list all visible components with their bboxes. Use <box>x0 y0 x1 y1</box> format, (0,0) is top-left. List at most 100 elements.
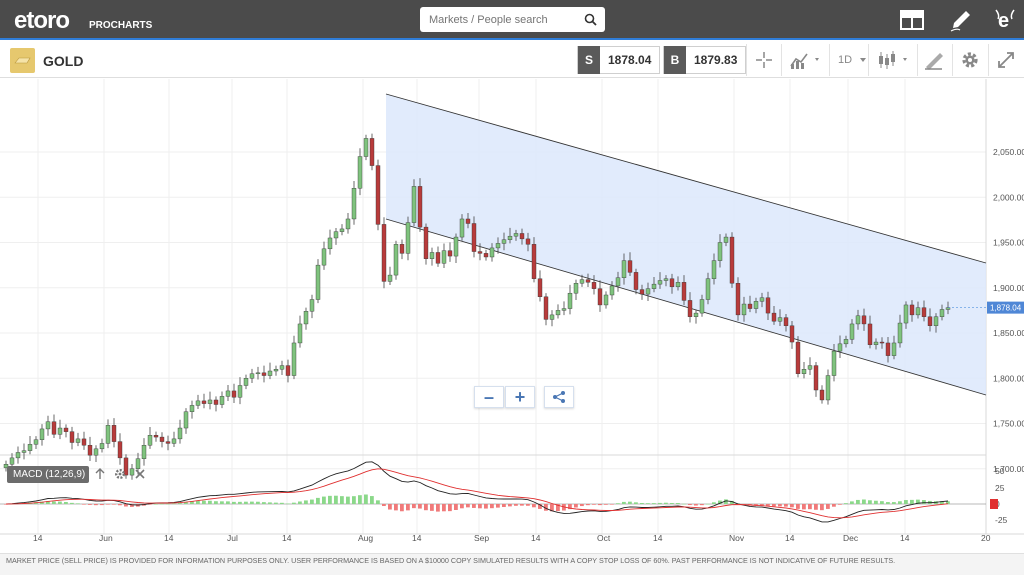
macd-histogram-bar <box>688 504 692 506</box>
candle-body <box>627 260 633 273</box>
candle-body <box>519 233 525 240</box>
footer: MARKET PRICE (SELL PRICE) IS PROVIDED FO… <box>0 553 1024 575</box>
zoom-out-button[interactable]: – <box>474 386 504 408</box>
search-icon[interactable] <box>584 13 597 26</box>
candle-body <box>231 390 237 398</box>
macd-histogram-bar <box>802 504 806 510</box>
macd-histogram-bar <box>208 500 212 504</box>
macd-histogram-bar <box>88 504 92 505</box>
sell-tag: S <box>578 45 600 74</box>
candle-body <box>855 315 861 325</box>
macd-histogram-bar <box>58 501 62 504</box>
macd-histogram-bar <box>514 504 518 506</box>
macd-histogram-bar <box>400 504 404 512</box>
x-axis-tick-label: Oct <box>597 533 611 543</box>
candle-body <box>45 421 51 430</box>
macd-histogram-bar <box>658 502 662 504</box>
candle-body <box>717 242 723 261</box>
search-input[interactable] <box>420 7 580 32</box>
candle-body <box>921 307 927 317</box>
macd-histogram-bar <box>652 503 656 504</box>
candle-body <box>579 279 585 284</box>
macd-histogram-bar <box>610 504 614 505</box>
macd-histogram-bar <box>730 500 734 504</box>
macd-histogram-bar <box>694 504 698 506</box>
macd-histogram-bar <box>322 496 326 504</box>
macd-histogram-bar <box>550 504 554 512</box>
candle-body <box>639 289 645 295</box>
candle-body <box>249 373 255 379</box>
macd-histogram-bar <box>520 504 524 506</box>
buy-tag: B <box>664 45 686 74</box>
macd-histogram-bar <box>100 504 104 506</box>
macd-histogram-bar <box>898 501 902 504</box>
candle-body <box>207 399 213 404</box>
macd-histogram-bar <box>64 501 68 504</box>
macd-histogram-bar <box>766 504 770 506</box>
macd-histogram-bar <box>244 501 248 504</box>
macd-histogram-bar <box>172 503 176 505</box>
chart-type-icon[interactable] <box>788 48 824 72</box>
candle-body <box>903 304 909 324</box>
pencil-icon[interactable] <box>948 7 974 33</box>
arrow-up-icon[interactable] <box>93 467 107 481</box>
candle-body <box>357 156 363 189</box>
candle-body <box>741 303 747 316</box>
macd-histogram-bar <box>232 501 236 504</box>
macd-histogram-bar <box>202 500 206 504</box>
drawing-tools-icon[interactable] <box>922 48 946 72</box>
candle-body <box>585 279 591 283</box>
fullscreen-icon[interactable] <box>994 48 1018 72</box>
candle-body <box>675 282 681 288</box>
macd-histogram-bar <box>292 502 296 504</box>
macd-histogram-bar <box>82 504 86 505</box>
macd-histogram-bar <box>448 504 452 512</box>
candle-style-icon[interactable] <box>876 48 912 72</box>
macd-histogram-bar <box>754 504 758 506</box>
candle-body <box>213 399 219 405</box>
search-box[interactable] <box>420 7 605 32</box>
indicator-settings-icon[interactable] <box>113 467 127 481</box>
candle-body <box>771 312 777 322</box>
macd-histogram-bar <box>814 504 818 510</box>
gear-icon[interactable] <box>958 48 982 72</box>
price-chart[interactable]: 2,050.00 2,000.00 1,950.00 1,900.00 1,850.00… <box>0 79 1024 552</box>
share-button[interactable] <box>544 386 574 408</box>
candle-body <box>27 444 33 451</box>
crosshair-icon[interactable] <box>752 48 776 72</box>
macd-histogram-bar <box>868 500 872 504</box>
timeframe-selector[interactable]: 1D <box>838 48 868 72</box>
layout-icon[interactable] <box>899 7 925 33</box>
candle-body <box>531 244 537 279</box>
y-axis-tick-label: 2,000.00 <box>993 192 1024 202</box>
macd-histogram-bar <box>112 504 116 505</box>
sell-price-button[interactable]: S 1878.04 <box>577 45 661 74</box>
candle-body <box>39 428 45 440</box>
candle-body <box>567 292 573 309</box>
macd-histogram-bar <box>190 501 194 504</box>
macd-indicator-label[interactable]: MACD (12,26,9) <box>7 466 89 483</box>
etoro-logo[interactable]: etoro <box>14 7 70 34</box>
candle-body <box>891 342 897 356</box>
buy-price-button[interactable]: B 1879.83 <box>663 45 747 74</box>
macd-histogram-bar <box>52 501 56 504</box>
macd-histogram-bar <box>220 501 224 504</box>
candle-body <box>201 400 207 404</box>
close-icon[interactable] <box>133 467 147 481</box>
macd-histogram-bar <box>358 495 362 504</box>
candle-body <box>795 341 801 374</box>
macd-histogram-bar <box>886 502 890 504</box>
timeframe-label: 1D <box>838 54 853 66</box>
candle-body <box>927 316 933 326</box>
etoro-e-icon[interactable]: e <box>992 7 1018 33</box>
y-axis-tick-label: 2,050.00 <box>993 147 1024 157</box>
x-axis-tick-label: 14 <box>164 533 174 543</box>
y-axis-tick-label: 1,750.00 <box>993 419 1024 429</box>
candle-body <box>99 443 105 450</box>
candle-body <box>267 370 273 376</box>
zoom-in-button[interactable]: + <box>505 386 535 408</box>
macd-histogram-bar <box>508 504 512 507</box>
candle-body <box>285 365 291 376</box>
macd-histogram-bar <box>460 504 464 509</box>
procharts-label: PROCHARTS <box>89 20 153 31</box>
